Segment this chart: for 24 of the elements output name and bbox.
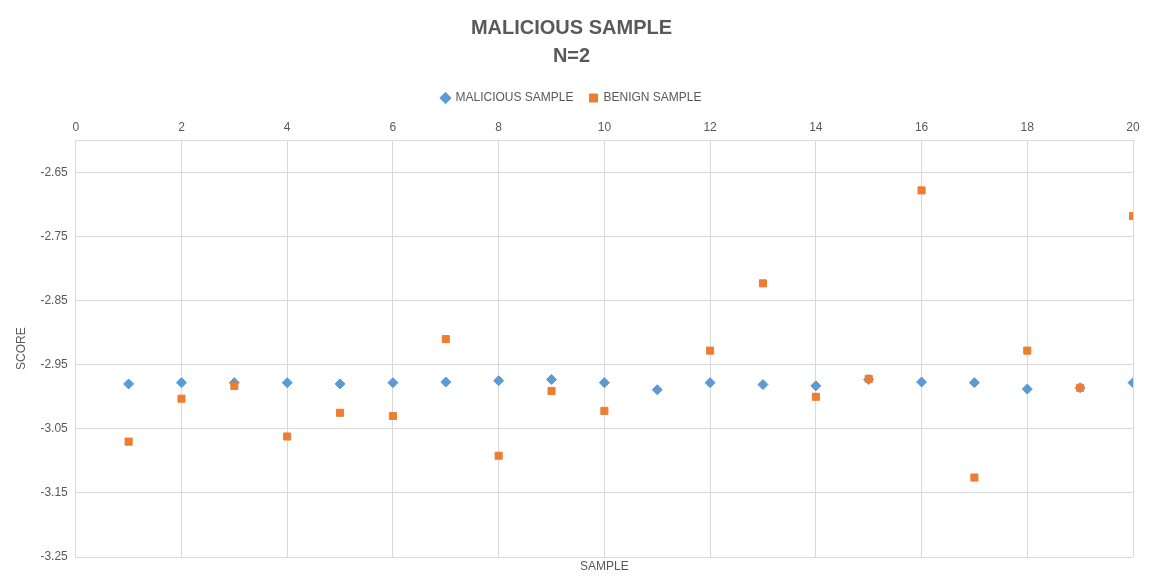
y-axis-title: SCORE — [13, 327, 28, 371]
x-axis-title: SAMPLE — [580, 559, 629, 574]
x-tick-label: 12 — [703, 119, 718, 134]
x-tick-label: 8 — [495, 119, 503, 134]
x-tick-label: 18 — [1020, 119, 1035, 134]
y-tick-label: -2.65 — [40, 164, 69, 179]
x-tick-label: 16 — [914, 119, 929, 134]
y-tick-label: -3.25 — [40, 549, 69, 564]
x-tick-label: 10 — [597, 119, 612, 134]
y-tick-label: -2.95 — [40, 357, 69, 372]
legend-label: BENIGN SAMPLE — [603, 90, 702, 105]
x-tick-label: 14 — [809, 119, 823, 134]
x-tick-label: 2 — [178, 119, 186, 134]
y-tick-label: -3.15 — [40, 485, 69, 500]
chart-title: MALICIOUS SAMPLE — [470, 15, 673, 38]
chart-subtitle: N=2 — [552, 43, 591, 66]
y-tick-label: -2.75 — [40, 228, 69, 243]
x-tick-label: 4 — [283, 119, 291, 134]
legend-label: MALICIOUS SAMPLE — [455, 90, 574, 105]
y-tick-label: -2.85 — [40, 292, 69, 307]
y-tick-label: -3.05 — [40, 421, 69, 436]
x-tick-label: 20 — [1126, 119, 1140, 134]
x-tick-label: 0 — [72, 119, 80, 134]
x-tick-label: 6 — [389, 119, 397, 134]
